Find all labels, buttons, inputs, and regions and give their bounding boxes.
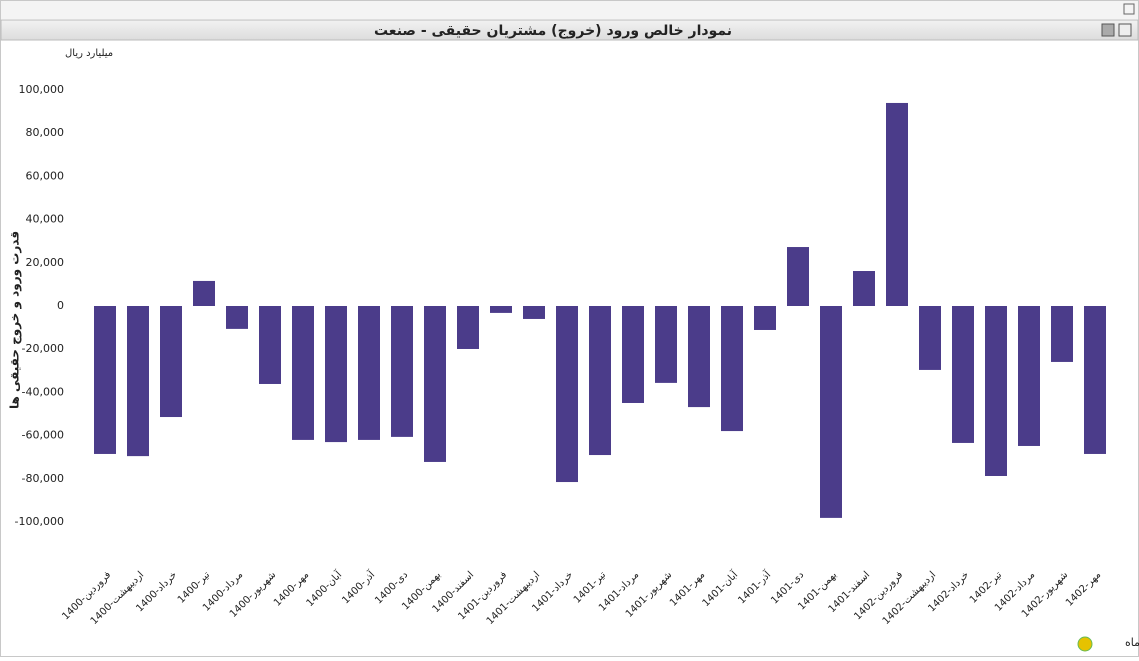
bar [853, 271, 875, 306]
bar [688, 306, 710, 408]
refresh-icon[interactable] [1077, 636, 1093, 652]
y-tick-label: 40,000 [26, 213, 65, 226]
bar [490, 306, 512, 313]
top-bar [1, 1, 1138, 19]
y-tick-label: -60,000 [22, 429, 64, 442]
bar [622, 306, 644, 403]
title-bar [0, 19, 1139, 41]
bar [754, 306, 776, 330]
bar [424, 306, 446, 462]
y-tick-label: -80,000 [22, 472, 64, 485]
bar [292, 306, 314, 440]
bar [259, 306, 281, 384]
bar [358, 306, 380, 440]
bar [391, 306, 413, 437]
bar [787, 247, 809, 306]
bar [325, 306, 347, 443]
bar [820, 306, 842, 518]
maximize-button[interactable] [1123, 3, 1135, 15]
y-tick-label: -40,000 [22, 385, 64, 398]
y-tick-label: 80,000 [26, 126, 65, 139]
y-tick-label: 20,000 [26, 256, 65, 269]
bar [523, 306, 545, 319]
y-tick-label: -100,000 [15, 515, 64, 528]
bar [952, 306, 974, 443]
print-button[interactable] [1101, 23, 1115, 37]
bar [127, 306, 149, 457]
unit-label: میلیارد ریال [65, 48, 113, 59]
bar [1018, 306, 1040, 446]
bar [160, 306, 182, 418]
bar [226, 306, 248, 329]
bar [556, 306, 578, 483]
y-tick-label: 100,000 [19, 83, 65, 96]
chart-title: نمودار خالص ورود (خروج) مشتریان حقیقی - … [374, 23, 732, 39]
bar [193, 280, 215, 306]
bar [919, 306, 941, 370]
x-axis-title: ماه [1125, 636, 1139, 649]
bar [94, 306, 116, 454]
bar [1051, 306, 1073, 362]
bar [589, 306, 611, 456]
bar [655, 306, 677, 383]
bar [985, 306, 1007, 476]
export-button[interactable] [1118, 23, 1132, 37]
bar [886, 102, 908, 307]
y-tick-label: 60,000 [26, 169, 65, 182]
bar [721, 306, 743, 432]
bar [457, 306, 479, 349]
y-tick-label: 0 [57, 299, 64, 312]
y-tick-label: -20,000 [22, 342, 64, 355]
bar [1084, 306, 1106, 454]
y-axis-title: قدرت ورود و خروج حقیقی ها [8, 231, 23, 409]
